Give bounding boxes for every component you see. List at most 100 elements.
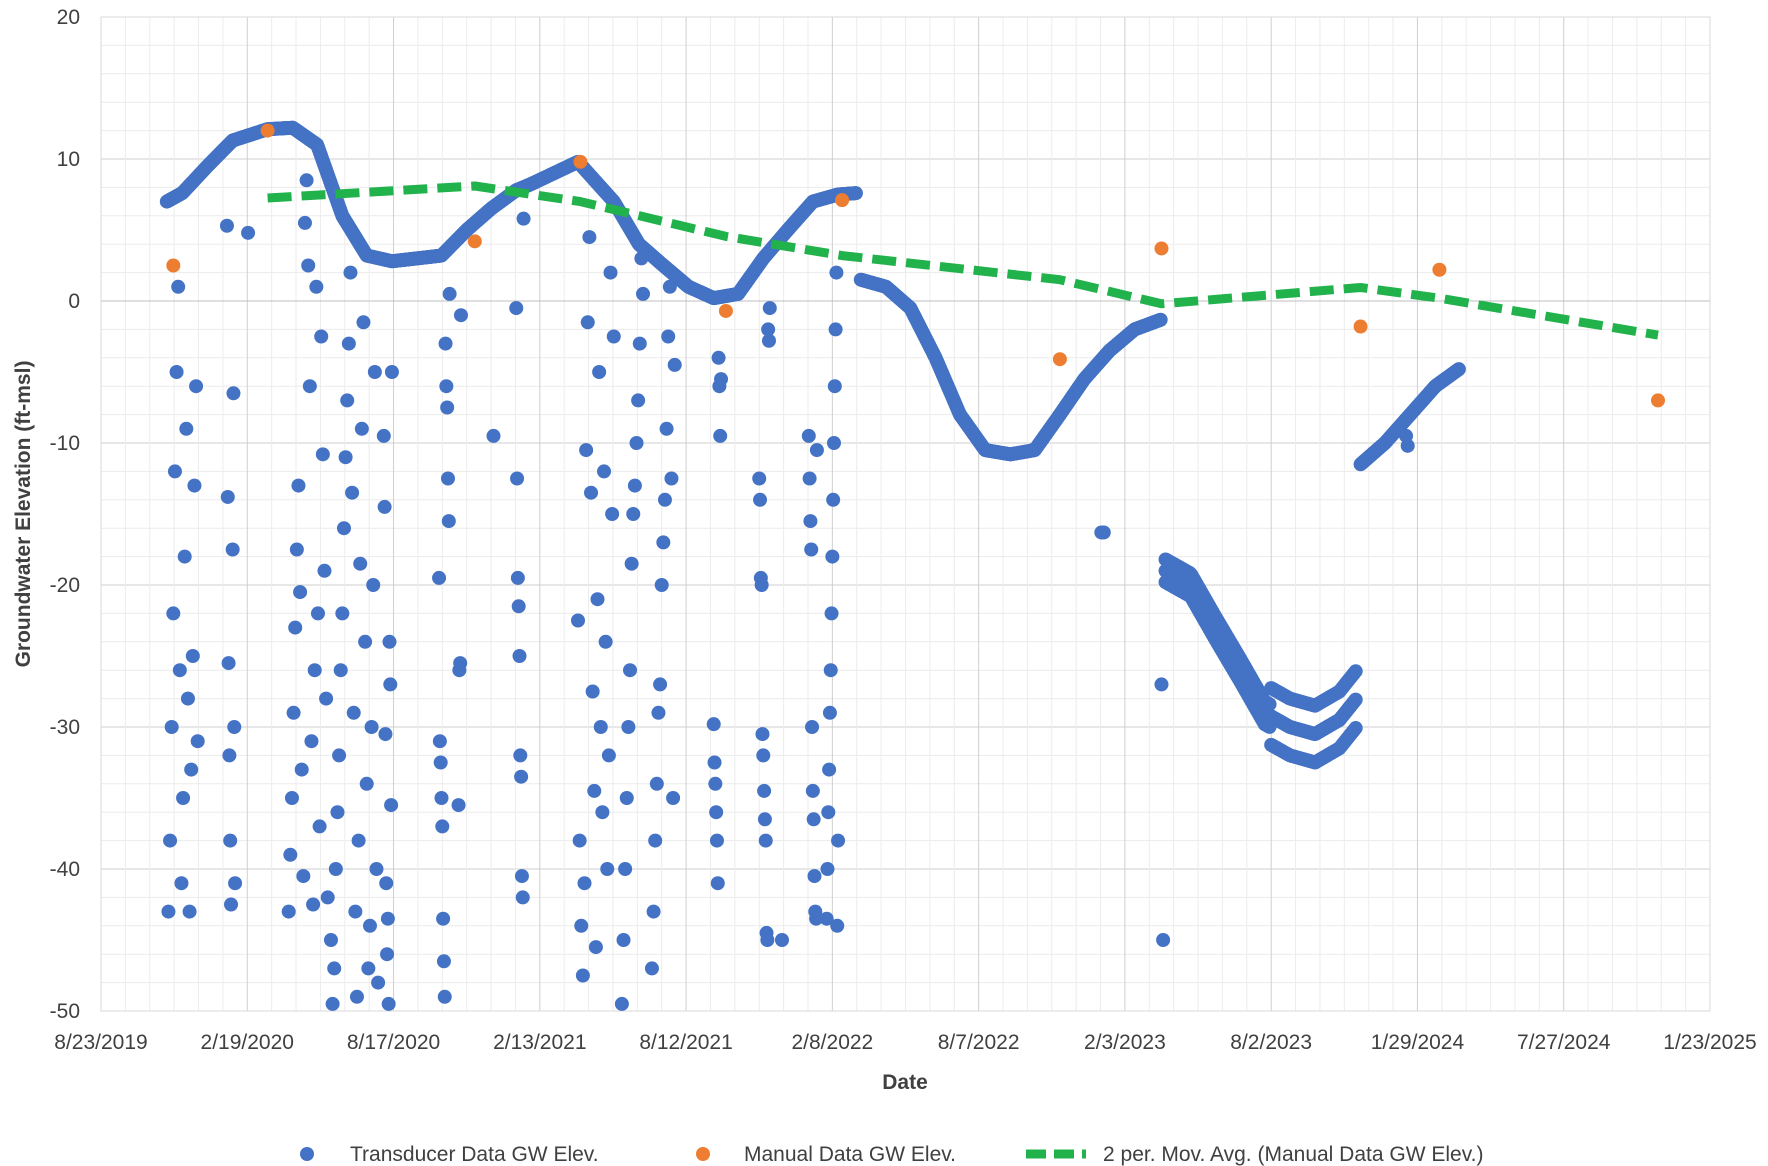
transducer-point [757, 812, 772, 827]
transducer-point [293, 585, 308, 600]
transducer-point [605, 507, 620, 521]
transducer-point [453, 656, 468, 671]
transducer-point [166, 606, 181, 621]
transducer-point [377, 499, 392, 514]
transducer-point [654, 578, 669, 592]
manual-point [467, 234, 482, 249]
transducer-point [356, 315, 371, 330]
transducer-point [584, 485, 599, 500]
transducer-point [577, 876, 592, 891]
transducer-point [802, 471, 817, 486]
x-tick-label: 8/23/2019 [54, 1031, 147, 1054]
transducer-point [1154, 677, 1169, 692]
transducer-point [774, 933, 789, 947]
transducer-point [296, 869, 311, 884]
transducer-point [309, 279, 324, 294]
transducer-point [323, 933, 338, 947]
transducer-point [826, 492, 841, 507]
transducer-point [588, 940, 603, 955]
transducer-point [616, 933, 631, 947]
transducer-point [432, 570, 447, 585]
transducer-point [432, 734, 447, 749]
transducer-point [340, 393, 355, 408]
transducer-point [582, 230, 597, 245]
transducer-point [284, 791, 299, 805]
transducer-point [575, 968, 590, 983]
transducer-point [651, 705, 666, 720]
transducer-point [512, 649, 527, 663]
transducer-point [822, 705, 837, 720]
transducer-point [830, 918, 845, 933]
transducer-point [1156, 933, 1171, 947]
transducer-point [338, 450, 353, 465]
transducer-point [384, 365, 399, 379]
grid [100, 16, 1711, 1012]
transducer-point [358, 634, 373, 649]
transducer-point [1262, 719, 1277, 734]
transducer-point [848, 186, 863, 201]
transducer-point [801, 428, 816, 443]
transducer-point [223, 833, 238, 848]
transducer-point [486, 428, 501, 443]
transducer-point [380, 911, 395, 926]
transducer-point [1096, 525, 1111, 540]
transducer-point [510, 471, 525, 486]
transducer-point [653, 677, 668, 692]
transducer-point [606, 329, 621, 344]
x-tick-label: 8/2/2023 [1230, 1031, 1312, 1054]
transducer-point [383, 677, 398, 692]
transducer-point [760, 933, 775, 947]
legend-marker-manual [696, 1147, 710, 1161]
transducer-point [710, 876, 725, 891]
transducer-point [327, 961, 342, 976]
transducer-point [353, 556, 368, 571]
transducer-point [828, 322, 843, 337]
transducer-point [713, 428, 728, 443]
moving-average-line [267, 181, 1659, 340]
transducer-point [172, 663, 187, 678]
transducer-point [312, 819, 327, 834]
transducer-point [707, 755, 722, 770]
legend: Transducer Data GW Elev. Manual Data GW … [300, 1143, 1483, 1166]
transducer-point [598, 634, 613, 649]
transducer-point [1262, 697, 1277, 712]
transducer-point [648, 833, 663, 848]
transducer-point [757, 783, 772, 798]
transducer-point [315, 447, 330, 462]
transducer-point [320, 890, 335, 905]
transducer-point [820, 862, 835, 876]
transducer-point [831, 833, 846, 848]
transducer-point [379, 876, 394, 891]
transducer-point [222, 748, 237, 763]
transducer-point [451, 798, 466, 813]
transducer-point [228, 876, 243, 891]
transducer-point [585, 684, 600, 699]
transducer-point [580, 315, 595, 330]
transducer-point [219, 218, 234, 233]
transducer-point [515, 890, 530, 905]
transducer-point [805, 783, 820, 798]
transducer-point [667, 357, 682, 372]
transducer-point [758, 833, 773, 848]
transducer-point [614, 996, 629, 1011]
transducer-point [289, 542, 304, 557]
manual-point [718, 303, 733, 318]
transducer-point [806, 812, 821, 827]
y-axis-ticks: 20 10 0 -10 -20 -30 -40 -50 [50, 6, 80, 1023]
transducer-point [644, 961, 659, 976]
x-tick-label: 8/7/2022 [938, 1031, 1020, 1054]
x-tick-label: 2/8/2022 [791, 1031, 873, 1054]
transducer-point [631, 393, 646, 408]
transducer-point [657, 492, 672, 507]
transducer-point [438, 336, 453, 351]
transducer-point [171, 279, 186, 294]
transducer-point [184, 762, 199, 777]
y-tick-label: -20 [50, 574, 80, 597]
transducer-point [809, 443, 824, 458]
y-tick-label: -30 [50, 716, 80, 739]
transducer-point [826, 436, 841, 450]
transducer-point [709, 805, 724, 820]
y-tick-label: -50 [50, 1000, 80, 1023]
transducer-point [335, 606, 350, 621]
transducer-point [361, 961, 376, 976]
